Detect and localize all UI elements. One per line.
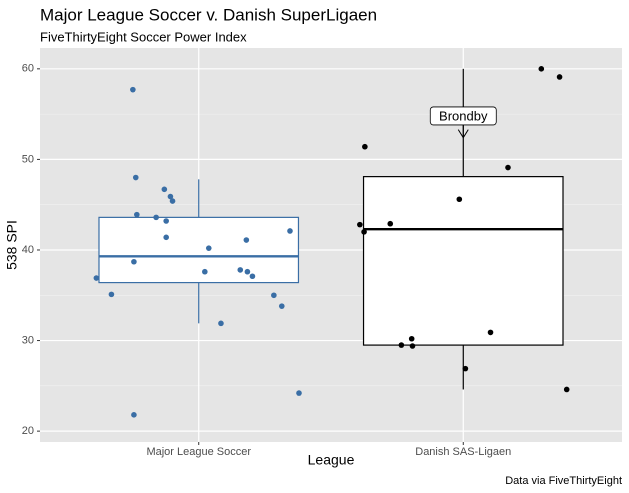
y-tick-label: 40	[22, 244, 34, 256]
point	[167, 193, 174, 200]
point	[556, 74, 563, 80]
point	[398, 342, 405, 348]
point	[538, 66, 545, 72]
y-tick-label: 30	[22, 334, 34, 346]
chart-subtitle: FiveThirtyEight Soccer Power Index	[40, 29, 247, 44]
point	[287, 228, 293, 234]
point	[563, 386, 570, 393]
point	[161, 186, 168, 193]
y-tick-label: 50	[22, 153, 34, 165]
point	[163, 234, 169, 241]
point	[357, 221, 363, 228]
y-tick-label: 20	[22, 425, 34, 437]
point	[93, 275, 100, 281]
point	[408, 335, 415, 342]
point	[163, 218, 169, 224]
annotation-label: Brondby	[439, 108, 488, 123]
point	[169, 198, 176, 204]
point	[505, 164, 511, 171]
point	[387, 220, 394, 227]
point	[278, 303, 285, 309]
point	[132, 174, 139, 181]
point	[271, 292, 277, 299]
chart-title: Major League Soccer v. Danish SuperLigae…	[40, 5, 377, 24]
box	[362, 176, 564, 346]
arrow-head	[457, 129, 469, 139]
point	[362, 143, 368, 150]
point	[361, 229, 367, 235]
point	[108, 291, 115, 298]
point	[296, 390, 302, 396]
point	[131, 258, 137, 265]
point	[134, 211, 140, 218]
y-tick-label: 60	[22, 63, 34, 75]
point	[249, 273, 256, 280]
point	[462, 365, 469, 372]
y-axis-title: 538 SPI	[4, 220, 20, 270]
point	[487, 329, 494, 336]
point	[237, 267, 244, 273]
point	[409, 343, 416, 349]
point	[131, 412, 137, 418]
point	[218, 320, 224, 327]
point	[243, 237, 250, 243]
x-axis-title: League	[308, 452, 355, 468]
x-tick-label: Danish SAS-Ligaen	[415, 446, 511, 458]
point	[205, 245, 212, 251]
box	[98, 216, 300, 284]
caption: Data via FiveThirtyEight	[505, 475, 622, 487]
point	[153, 214, 159, 221]
point	[202, 268, 208, 275]
point	[244, 268, 251, 275]
point	[130, 86, 136, 93]
point	[456, 196, 463, 203]
annotation-box	[429, 106, 497, 126]
x-tick-label: Major League Soccer	[146, 446, 251, 458]
